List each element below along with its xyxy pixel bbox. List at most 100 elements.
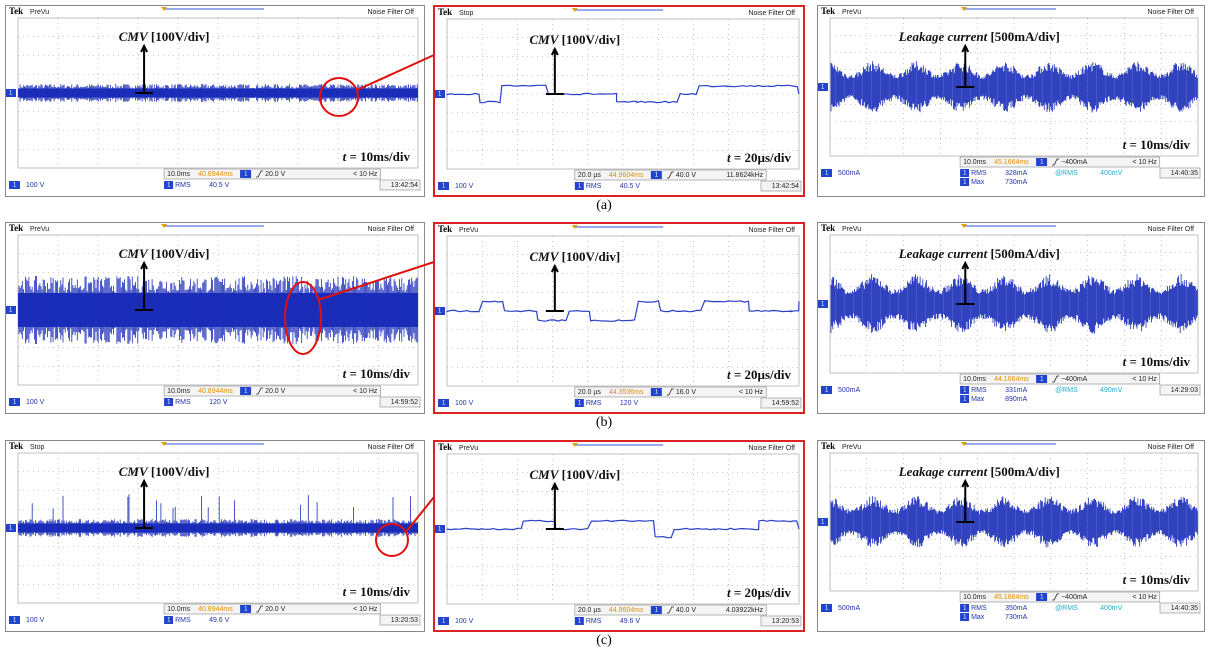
time-text: = 10ms/div: [1130, 137, 1191, 152]
annotation: Leakage current [500mA/div]: [898, 246, 1060, 261]
scope-svg: TekPreVuNoise Filter Off1CMV [100V/div]t…: [435, 442, 803, 630]
horizontal-scale: 20.0 µs: [578, 389, 602, 396]
brand: Tek: [438, 7, 452, 17]
annotation: CMV [100V/div]: [119, 246, 210, 261]
time-text: = 10ms/div: [1130, 354, 1191, 369]
trigger-frequency: < 10 Hz: [353, 606, 378, 613]
horizontal-scale: 10.0ms: [167, 606, 190, 613]
trigger-position: 45.1664ms: [994, 159, 1029, 166]
measure-name: RMS: [175, 617, 191, 624]
status: Stop: [459, 10, 474, 17]
annotation-scale: [100V/div]: [151, 246, 210, 261]
channel-scale: 100 V: [455, 618, 474, 625]
annotation-italic: CMV: [119, 246, 149, 261]
clock: 14:59:52: [772, 400, 799, 407]
brand: Tek: [9, 441, 23, 451]
clock: 14:59:52: [391, 399, 418, 406]
horizontal-scale: 10.0ms: [167, 388, 190, 395]
channel-scale: 500mA: [838, 170, 861, 177]
measure-value: 40.5 V: [209, 182, 230, 189]
filter-status: Noise Filter Off: [1147, 9, 1194, 16]
trigger-level: −400mA: [1061, 159, 1088, 166]
time-text: = 10ms/div: [350, 366, 411, 381]
status: PreVu: [30, 9, 49, 16]
brand: Tek: [438, 224, 452, 234]
status: PreVu: [842, 9, 861, 16]
time-var: t: [1123, 572, 1127, 587]
channel-scale: 100 V: [26, 399, 45, 406]
clock: 14:29:03: [1171, 387, 1198, 394]
annotation-scale: [100V/div]: [562, 32, 621, 47]
time-var: t: [727, 585, 731, 600]
trigger-position: 44.9604ms: [609, 172, 644, 179]
subfigure-label: (a): [596, 198, 612, 214]
trigger-position: 40.6944ms: [198, 171, 233, 178]
time-var: t: [727, 150, 731, 165]
channel-scale: 500mA: [838, 387, 861, 394]
horizontal-scale: 10.0ms: [963, 159, 986, 166]
horizontal-scale: 20.0 µs: [578, 172, 602, 179]
measure-name: RMS: [971, 170, 987, 177]
trigger-frequency: < 10 Hz: [1132, 376, 1157, 383]
clock: 14:40:35: [1171, 605, 1198, 612]
trigger-frequency: < 10 Hz: [1132, 594, 1157, 601]
trigger-frequency: < 10 Hz: [353, 388, 378, 395]
annotation-italic: CMV: [119, 464, 149, 479]
trigger-frequency: 11.8624kHz: [726, 172, 763, 179]
time-text: = 10ms/div: [1130, 572, 1191, 587]
filter-status: Noise Filter Off: [1147, 226, 1194, 233]
annotation-scale: [100V/div]: [151, 464, 210, 479]
trigger-position: 44.1664ms: [994, 376, 1029, 383]
annotation: Leakage current [500mA/div]: [898, 29, 1060, 44]
cursor-value: 400mV: [1100, 605, 1123, 612]
scope-svg: TekPreVuNoise Filter Off1Leakage current…: [818, 441, 1202, 629]
measure-name: Max: [971, 614, 985, 621]
time-var: t: [343, 584, 347, 599]
brand: Tek: [438, 442, 452, 452]
trigger-level: 40.0 V: [676, 172, 697, 179]
cursor-value: 490mV: [1100, 387, 1123, 394]
measure-value: 350mA: [1005, 605, 1028, 612]
annotation-scale: [100V/div]: [562, 249, 621, 264]
horizontal-scale: 10.0ms: [167, 171, 190, 178]
filter-status: Noise Filter Off: [1147, 444, 1194, 451]
trigger-level: 20.0 V: [265, 171, 286, 178]
annotation-italic: CMV: [119, 29, 149, 44]
status: PreVu: [459, 227, 478, 234]
annotation-scale: [500mA/div]: [990, 246, 1059, 261]
brand: Tek: [821, 223, 835, 233]
time-text: = 20µs/div: [734, 585, 792, 600]
scope-svg: TekPreVuNoise Filter Off1Leakage current…: [818, 223, 1202, 411]
time-var: t: [727, 367, 731, 382]
filter-status: Noise Filter Off: [748, 445, 795, 452]
filter-status: Noise Filter Off: [748, 10, 795, 17]
cursor-name: @RMS: [1055, 170, 1078, 177]
annotation-scale: [500mA/div]: [990, 464, 1059, 479]
brand: Tek: [9, 223, 23, 233]
horizontal-scale: 20.0 µs: [578, 607, 602, 614]
clock: 13:20:53: [391, 617, 418, 624]
scope-svg: TekStopNoise Filter Off1CMV [100V/div]t …: [435, 7, 803, 195]
readout-box: [960, 374, 1160, 384]
time-scale: t = 10ms/div: [1123, 354, 1191, 369]
time-scale: t = 20µs/div: [727, 585, 792, 600]
trigger-frequency: < 10 Hz: [739, 389, 764, 396]
trigger-position: 45.1664ms: [994, 594, 1029, 601]
horizontal-scale: 10.0ms: [963, 376, 986, 383]
clock: 14:40:35: [1171, 170, 1198, 177]
scope-screen: TekPreVuNoise Filter Off1CMV [100V/div]t…: [433, 440, 805, 632]
annotation: Leakage current [500mA/div]: [898, 464, 1060, 479]
measure-name: RMS: [175, 399, 191, 406]
brand: Tek: [821, 441, 835, 451]
annotation-italic: Leakage current: [898, 29, 988, 44]
time-var: t: [343, 366, 347, 381]
clock: 13:20:53: [772, 618, 799, 625]
time-scale: t = 10ms/div: [343, 584, 411, 599]
subfigure-label: (b): [596, 415, 612, 431]
